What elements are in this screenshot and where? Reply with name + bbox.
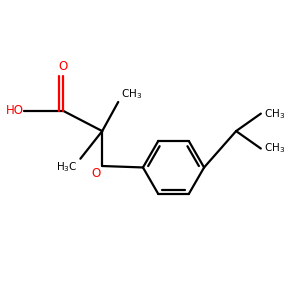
Text: CH$_3$: CH$_3$ [121, 87, 142, 100]
Text: CH$_3$: CH$_3$ [264, 107, 285, 121]
Text: O: O [92, 167, 101, 181]
Text: CH$_3$: CH$_3$ [264, 142, 285, 155]
Text: HO: HO [6, 104, 24, 117]
Text: H$_3$C: H$_3$C [56, 160, 77, 174]
Text: O: O [58, 60, 68, 73]
